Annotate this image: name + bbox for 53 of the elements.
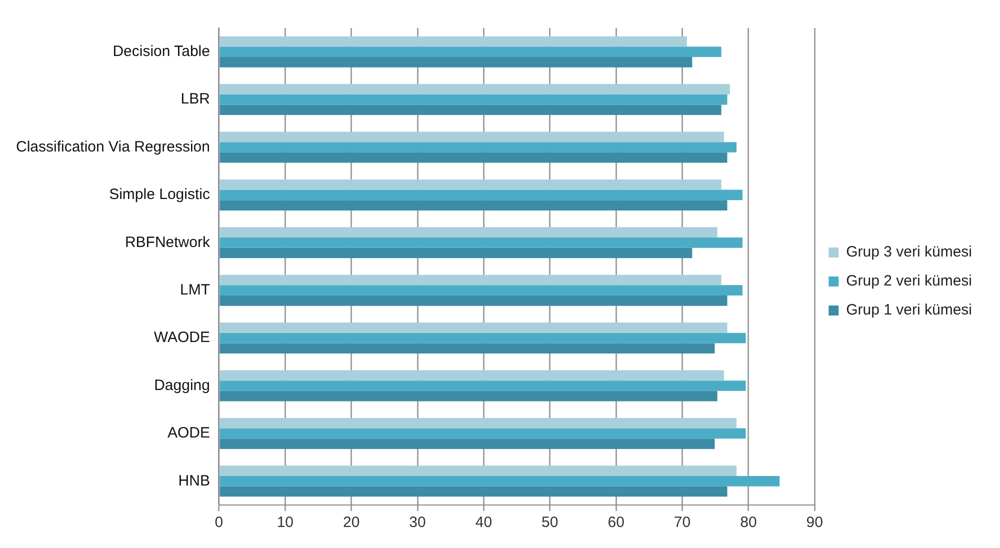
bar bbox=[220, 428, 746, 439]
bar bbox=[220, 84, 730, 94]
bar bbox=[220, 227, 718, 238]
bar bbox=[220, 438, 715, 449]
bar bbox=[220, 132, 724, 142]
x-tick-label: 90 bbox=[806, 514, 823, 532]
y-tick-label: RBFNetwork bbox=[124, 234, 210, 251]
bar bbox=[220, 476, 780, 486]
x-tick-label: 40 bbox=[475, 514, 492, 532]
bar bbox=[220, 142, 737, 152]
bar bbox=[220, 380, 746, 391]
bar bbox=[220, 418, 737, 428]
y-tick-label: Classification Via Regression bbox=[16, 138, 210, 156]
x-tick-label: 20 bbox=[343, 514, 360, 532]
legend-label: Grup 2 veri kümesi bbox=[846, 272, 972, 290]
y-tick-label: LBR bbox=[180, 90, 210, 108]
x-tick-label: 0 bbox=[214, 514, 224, 532]
bar bbox=[220, 36, 687, 47]
y-tick-label: Decision Table bbox=[112, 42, 210, 60]
bar bbox=[220, 200, 728, 210]
bar bbox=[220, 152, 728, 163]
legend-label: Grup 1 veri kümesi bbox=[846, 302, 972, 319]
y-tick-label: LMT bbox=[180, 281, 210, 298]
x-tick-label: 10 bbox=[276, 514, 294, 532]
bar bbox=[220, 190, 742, 200]
bar bbox=[220, 248, 692, 258]
bar bbox=[220, 57, 692, 68]
y-tick-label: AODE bbox=[167, 424, 210, 442]
x-tick-label: 50 bbox=[542, 514, 558, 532]
bar bbox=[220, 466, 737, 476]
bar bbox=[220, 237, 742, 248]
bar bbox=[220, 343, 715, 354]
bar bbox=[220, 94, 728, 105]
bar bbox=[220, 296, 728, 306]
bar bbox=[220, 104, 722, 116]
bar bbox=[220, 285, 742, 296]
y-tick-label: Dagging bbox=[154, 376, 210, 394]
y-tick-label: WAODE bbox=[154, 329, 210, 346]
x-tick-label: 30 bbox=[409, 514, 426, 532]
y-tick-label: Simple Logistic bbox=[109, 186, 210, 204]
x-tick-label: 80 bbox=[740, 514, 757, 532]
x-tick-label: 60 bbox=[608, 514, 624, 532]
bar bbox=[220, 390, 718, 402]
y-tick-label: HNB bbox=[178, 472, 210, 490]
legend-label: Grup 3 veri kümesi bbox=[846, 244, 972, 261]
bar bbox=[220, 370, 724, 381]
bar bbox=[220, 486, 728, 497]
bar bbox=[220, 46, 722, 58]
x-tick-label: 70 bbox=[674, 514, 691, 532]
bar bbox=[220, 274, 722, 286]
bar bbox=[220, 322, 728, 333]
bar bbox=[220, 179, 722, 190]
bar bbox=[220, 332, 746, 344]
